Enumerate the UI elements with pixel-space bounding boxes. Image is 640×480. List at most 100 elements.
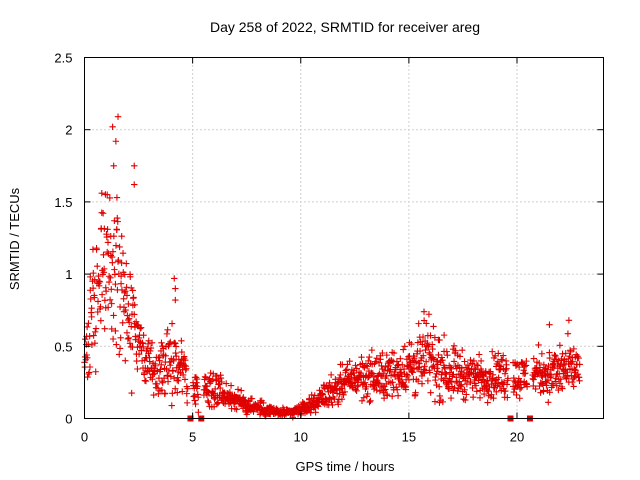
data-point [152,362,159,370]
data-point [327,371,335,379]
data-point [357,369,365,377]
data-point [116,345,124,352]
data-point [378,383,385,391]
data-point [460,369,468,376]
data-point [516,395,523,402]
data-point [426,349,433,357]
data-point [88,341,96,348]
axis-ticks [84,57,604,419]
data-point [131,301,138,309]
data-point [426,369,434,376]
data-point [373,386,380,394]
data-point [467,378,474,386]
data-point [209,375,216,383]
data-point [84,354,91,362]
data-point [538,380,546,387]
data-point [172,296,179,304]
data-point [570,365,578,373]
data-point [439,398,447,406]
data-point [104,239,112,246]
data-point [536,364,544,371]
data-point [183,399,191,407]
y-tick-label: 1 [65,267,72,282]
data-point [431,334,439,341]
data-point [193,379,200,386]
data-point [131,311,138,318]
data-point [513,391,520,399]
x-tick-label: 10 [294,430,308,445]
data-point [164,372,171,379]
data-point [123,329,131,337]
data-point [162,352,169,360]
data-point [150,391,157,399]
data-point [90,332,97,339]
data-point [104,191,111,198]
data-point [424,377,432,385]
data-point [574,370,582,378]
data-point [312,409,319,416]
data-point [447,364,454,371]
data-point [341,388,349,396]
data-point [145,337,152,345]
data-point [461,386,468,394]
data-point [469,384,476,392]
data-point [416,347,424,355]
data-point [353,387,360,395]
data-point [545,399,552,406]
data-point [386,367,393,375]
data-point [179,388,186,395]
data-point [456,353,464,360]
data-point [168,320,176,327]
data-point [474,362,482,369]
data-point [94,262,101,270]
chart-title: Day 258 of 2022, SRMTID for receiver are… [210,19,480,35]
data-point [100,265,108,273]
data-point [375,380,382,388]
data-point [575,354,582,362]
data-point [405,376,413,384]
data-point [518,384,525,391]
data-point [205,399,212,406]
data-point [195,394,202,401]
data-point [556,380,564,387]
data-point [183,365,190,372]
data-point [347,376,355,383]
data-point [147,344,155,352]
data-point [85,369,93,376]
data-point [132,336,139,343]
data-point [358,353,365,361]
data-point [171,275,178,282]
data-point [432,373,439,381]
data-point [168,402,175,409]
y-tick-label: 2.5 [54,51,72,66]
data-point [91,339,99,347]
data-point [362,362,370,369]
data-point [532,385,539,393]
data-point [340,391,347,398]
data-point [472,382,480,389]
data-point [504,375,512,382]
data-point [401,343,408,350]
data-point [502,387,509,395]
data-point [470,357,478,365]
plot-frame [84,57,604,419]
data-point [448,365,455,373]
data-point [110,162,117,169]
data-point [569,378,576,386]
data-point [576,361,583,368]
data-point [551,351,558,359]
data-point [105,278,113,286]
data-point [473,388,481,395]
data-point [183,390,190,397]
data-point [415,320,422,327]
data-point [372,358,379,365]
data-point [91,276,98,283]
data-point [467,356,474,364]
data-point [375,359,383,366]
data-point [373,376,380,383]
data-point [469,393,477,401]
data-point [167,338,174,346]
data-point [87,295,94,303]
data-point [530,376,537,383]
data-point [556,342,564,349]
